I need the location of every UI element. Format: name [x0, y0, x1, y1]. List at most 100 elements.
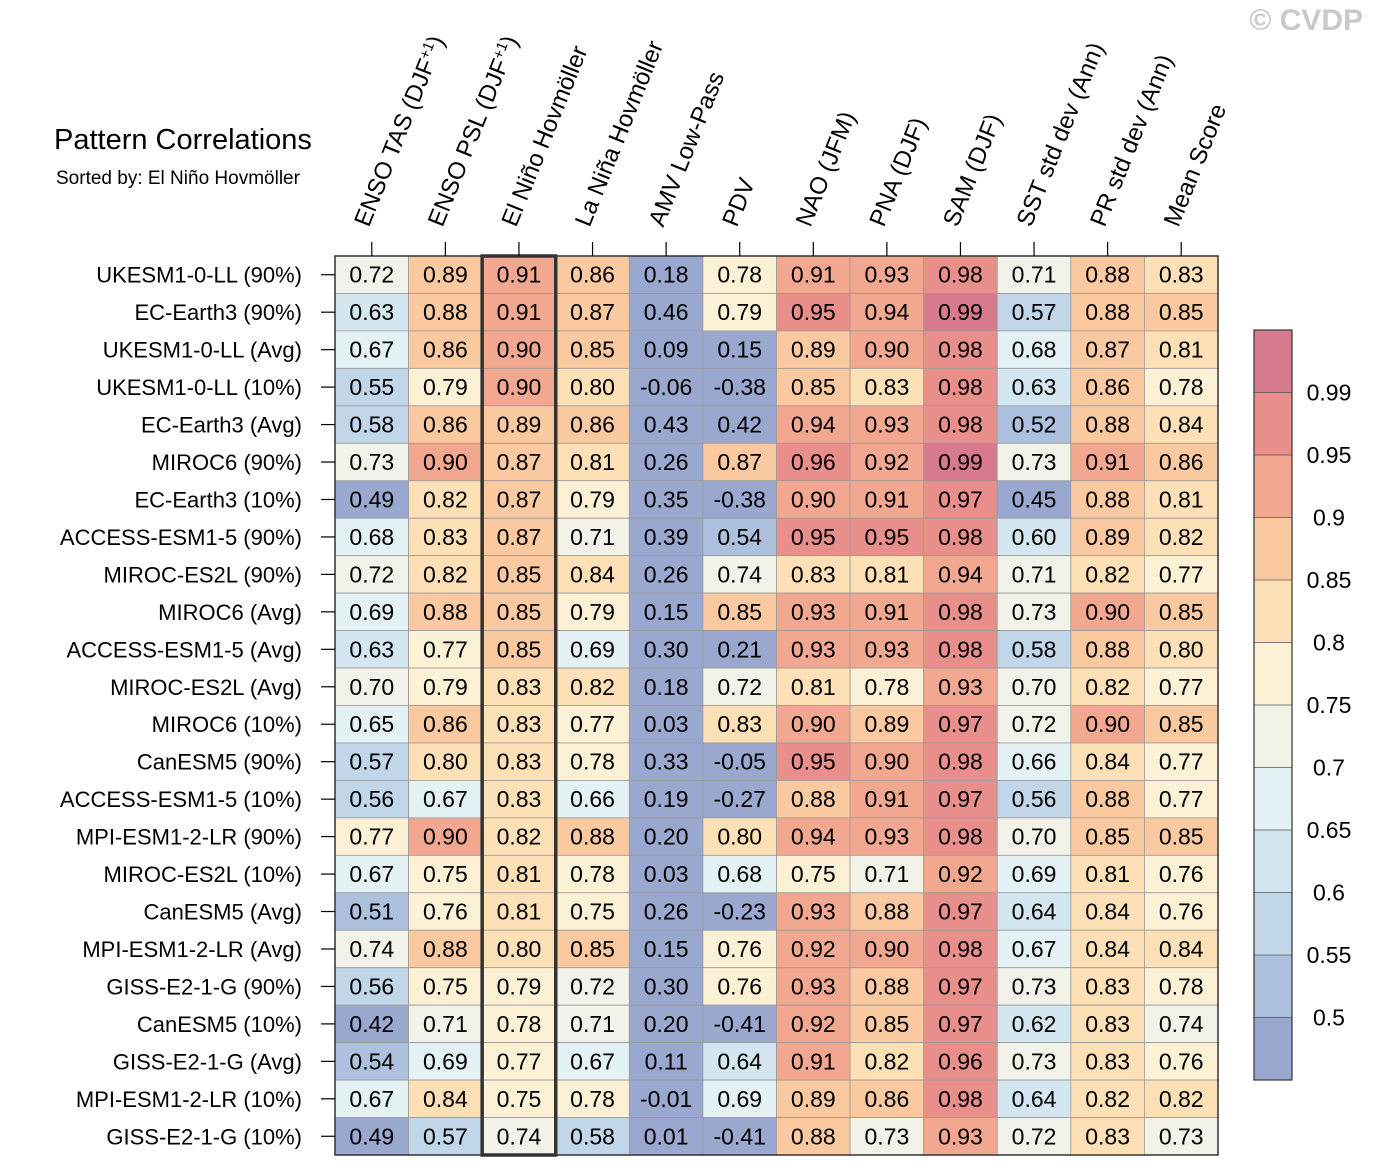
heatmap-cell — [923, 517, 998, 557]
cell-value: 0.82 — [570, 674, 615, 700]
colorbar-swatch — [1254, 892, 1292, 955]
cell-value: 0.93 — [864, 824, 909, 850]
column-label: Mean Score — [1159, 100, 1233, 230]
heatmap-cell — [923, 480, 998, 519]
cell-value: 0.77 — [570, 711, 615, 737]
cell-value: 0.26 — [644, 449, 689, 475]
cell-value: 0.88 — [864, 973, 909, 999]
colorbar-border — [1253, 329, 1293, 1081]
heatmap-cell — [555, 555, 630, 594]
heatmap-cell — [1144, 517, 1219, 557]
cell-value: 0.20 — [644, 824, 689, 850]
cell-value: 0.92 — [791, 1011, 836, 1037]
heatmap-cell — [1070, 1004, 1145, 1044]
cell-value: 0.98 — [938, 749, 983, 775]
cell-value: 0.88 — [423, 299, 468, 325]
cell-value: 0.11 — [645, 1048, 688, 1074]
heatmap-cell — [334, 555, 409, 594]
chart-subtitle: Sorted by: El Niño Hovmöller — [56, 168, 300, 189]
cell-value: 0.81 — [1159, 337, 1204, 363]
cell-value: 0.56 — [349, 786, 394, 812]
cell-value: 0.68 — [349, 524, 394, 550]
cell-value: 0.83 — [1085, 1011, 1130, 1037]
row-label: MIROC6 (Avg) — [158, 600, 302, 625]
heatmap-cell — [555, 592, 630, 631]
heatmap-cell — [628, 705, 704, 744]
heatmap-cell — [408, 817, 483, 856]
colorbar-swatch — [1254, 767, 1292, 830]
colorbar-tick-label: 0.9 — [1313, 505, 1345, 531]
heatmap-cell — [408, 1004, 483, 1044]
cell-value: 0.80 — [570, 374, 615, 400]
heatmap-cell — [849, 967, 925, 1006]
heatmap-cell — [996, 929, 1072, 969]
row-label: MIROC-ES2L (90%) — [104, 562, 302, 587]
heatmap-cell — [849, 817, 925, 856]
cell-value: 0.81 — [497, 899, 542, 925]
heatmap-cell — [555, 817, 630, 856]
colorbar-swatch — [1254, 1017, 1292, 1080]
cell-value: 0.90 — [1085, 599, 1130, 625]
cell-value: 0.76 — [1159, 899, 1204, 925]
cell-value: 0.86 — [1085, 374, 1130, 400]
cell-value: 0.79 — [570, 599, 615, 625]
heatmap-cell — [702, 330, 777, 369]
cell-value: 0.68 — [717, 861, 762, 887]
cell-value: 0.15 — [644, 936, 689, 962]
cell-value: 0.73 — [349, 449, 394, 475]
cell-value: 0.26 — [644, 899, 689, 925]
cell-value: 0.83 — [791, 561, 836, 587]
heatmap-cell — [996, 367, 1072, 407]
cell-value: 0.71 — [570, 524, 615, 550]
cell-value: -0.38 — [713, 374, 765, 400]
cell-value: 0.79 — [423, 674, 468, 700]
cell-value: 0.74 — [1159, 1011, 1204, 1037]
cell-value: 0.85 — [1159, 599, 1204, 625]
cell-value: 0.83 — [497, 749, 542, 775]
heatmap-cell — [996, 330, 1072, 369]
heatmap-cell — [849, 667, 925, 706]
cell-value: 0.95 — [791, 749, 836, 775]
heatmap-cell — [702, 480, 777, 519]
cell-value: 0.69 — [1012, 861, 1057, 887]
heatmap-cell — [702, 442, 777, 482]
cell-value: 0.88 — [1085, 786, 1130, 812]
heatmap-cell — [481, 555, 557, 594]
heatmap-cell — [334, 1079, 409, 1118]
cell-value: 0.94 — [938, 561, 983, 587]
row-label: MIROC-ES2L (10%) — [104, 862, 302, 887]
colorbar-tick-label: 0.85 — [1307, 567, 1352, 593]
cell-value: 0.94 — [864, 299, 909, 325]
cell-value: 0.87 — [497, 524, 542, 550]
cell-value: 0.73 — [1012, 973, 1057, 999]
cell-value: 0.75 — [570, 899, 615, 925]
cell-value: 0.75 — [497, 1086, 542, 1112]
cell-value: 0.98 — [938, 412, 983, 438]
cell-value: 0.79 — [423, 374, 468, 400]
colorbar-swatch — [1254, 330, 1292, 393]
cell-value: 0.84 — [1159, 412, 1204, 438]
heatmap-cell — [849, 592, 925, 631]
heatmap-cell — [702, 1117, 777, 1156]
cell-value: 0.74 — [349, 936, 394, 962]
heatmap-cell — [849, 405, 925, 444]
cell-value: 0.89 — [791, 1086, 836, 1112]
cell-value: 0.87 — [717, 449, 762, 475]
cell-value: 0.85 — [1159, 299, 1204, 325]
cell-value: 0.42 — [717, 412, 762, 438]
cell-value: 0.71 — [570, 1011, 615, 1037]
cell-value: 0.82 — [497, 824, 542, 850]
cell-value: 0.64 — [717, 1048, 762, 1074]
heatmap-cell — [555, 405, 630, 444]
heatmap-cell — [849, 1079, 925, 1118]
cell-value: 0.91 — [864, 486, 909, 512]
cell-value: 0.98 — [938, 374, 983, 400]
heatmap-cell — [1144, 854, 1219, 894]
cell-value: 0.98 — [938, 936, 983, 962]
cell-value: 0.55 — [349, 374, 394, 400]
heatmap-cell — [776, 667, 851, 706]
cell-value: 0.85 — [570, 337, 615, 363]
heatmap-cell — [408, 630, 483, 669]
heatmap-cell — [334, 1004, 409, 1044]
cell-value: 0.90 — [791, 486, 836, 512]
